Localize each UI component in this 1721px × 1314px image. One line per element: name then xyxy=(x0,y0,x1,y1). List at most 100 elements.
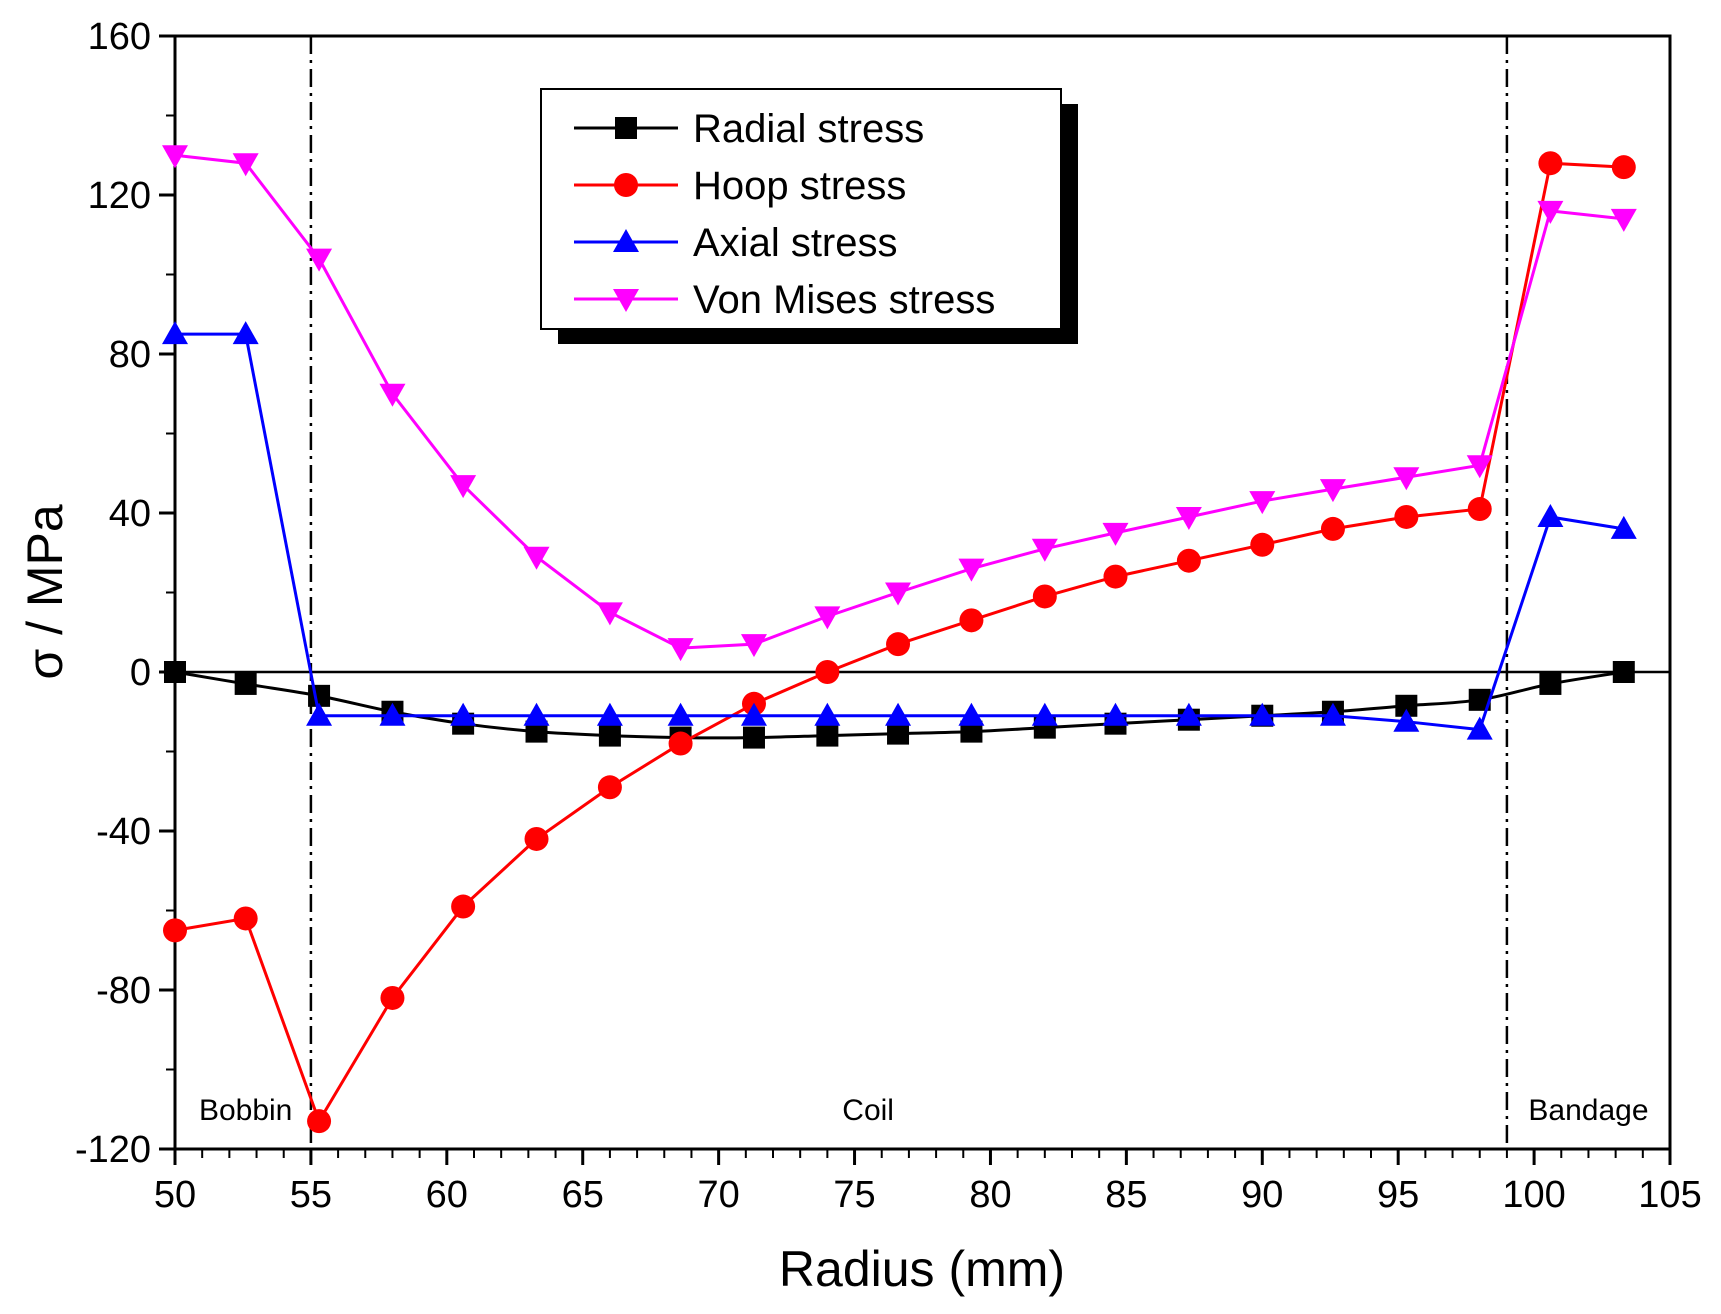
hoop-stress-point xyxy=(1320,516,1345,541)
axial-stress-point xyxy=(379,702,406,726)
hoop-stress-point xyxy=(1611,155,1636,180)
y-axis-title: σ / MPa xyxy=(17,504,73,680)
axial-stress-point xyxy=(596,702,623,726)
legend-entry-hoop-stress: Hoop stress xyxy=(574,164,906,208)
x-tick-label: 100 xyxy=(1502,1174,1565,1216)
hoop-stress-point xyxy=(233,906,258,931)
hoop-stress-point xyxy=(597,775,622,800)
von-mises-stress-point xyxy=(1393,467,1420,491)
x-tick-label: 55 xyxy=(290,1174,332,1216)
von-mises-stress-point xyxy=(814,606,841,630)
y-tick-label: 80 xyxy=(109,334,151,376)
region-label: Coil xyxy=(842,1094,894,1127)
x-axis-title: Radius (mm) xyxy=(779,1241,1065,1297)
hoop-stress-point xyxy=(815,660,840,684)
radial-stress-point xyxy=(598,724,621,747)
radial-stress-point xyxy=(1395,694,1418,717)
radial-stress-point xyxy=(742,726,765,749)
von-mises-stress-point xyxy=(450,475,477,499)
legend-entry-von-mises-stress: Von Mises stress xyxy=(574,278,995,322)
radial-stress-point xyxy=(234,672,257,695)
von-mises-stress-point xyxy=(667,638,694,662)
axial-stress-point xyxy=(1319,702,1346,726)
axial-stress-point xyxy=(1102,702,1129,726)
x-tick-label: 50 xyxy=(154,1174,196,1216)
radial-stress-point xyxy=(960,720,983,743)
von-mises-stress-point xyxy=(1249,491,1276,515)
radial-stress-point xyxy=(1468,688,1491,711)
x-tick-label: 80 xyxy=(969,1174,1011,1216)
series-axial-stress xyxy=(162,321,1637,740)
von-mises-stress-point xyxy=(1175,506,1202,530)
axial-stress-point xyxy=(667,702,694,726)
legend: Radial stress Hoop stress Axial stress Von … xyxy=(540,88,1078,344)
x-tick-label: 75 xyxy=(833,1174,875,1216)
von-mises-stress-point xyxy=(523,546,550,570)
von-mises-stress-point xyxy=(740,634,767,658)
hoop-stress-point xyxy=(524,826,549,851)
hoop-stress-point xyxy=(380,985,405,1010)
region-label: Bandage xyxy=(1528,1094,1648,1127)
series-von-mises-stress xyxy=(162,145,1637,662)
von-mises-stress-point xyxy=(232,153,259,177)
radial-stress-point xyxy=(1539,672,1562,695)
hoop-stress-point xyxy=(163,918,187,943)
x-tick-label: 85 xyxy=(1105,1174,1147,1216)
x-tick-label: 95 xyxy=(1377,1174,1419,1216)
axial-stress-point xyxy=(450,702,477,726)
y-tick-label: 120 xyxy=(88,175,151,217)
von-mises-stress-point xyxy=(162,145,188,169)
hoop-stress-point xyxy=(451,894,476,919)
x-tick-label: 60 xyxy=(426,1174,468,1216)
y-tick-label: 0 xyxy=(130,652,151,694)
radial-stress-point xyxy=(1612,661,1635,683)
x-tick-label: 70 xyxy=(697,1174,739,1216)
von-mises-stress-point xyxy=(1537,200,1564,224)
axial-stress-point xyxy=(306,702,333,726)
y-tick-label: 40 xyxy=(109,493,151,535)
axial-stress-point xyxy=(1466,716,1493,740)
hoop-stress-point xyxy=(886,632,911,657)
axial-stress-point xyxy=(814,702,841,726)
von-mises-stress-point xyxy=(596,602,623,626)
legend-swatch-marker xyxy=(613,229,639,252)
axial-stress-point xyxy=(958,702,985,726)
hoop-stress-point xyxy=(307,1109,332,1134)
hoop-stress-point xyxy=(959,608,984,633)
axial-stress-point xyxy=(1175,702,1202,726)
legend-label: Radial stress xyxy=(693,107,924,151)
x-tick-label: 105 xyxy=(1638,1174,1701,1216)
von-mises-stress-point xyxy=(958,558,985,582)
axial-stress-point xyxy=(1031,702,1058,726)
legend-entry-radial-stress: Radial stress xyxy=(574,107,924,151)
hoop-stress-point xyxy=(1394,504,1419,529)
axial-stress-point xyxy=(1393,708,1420,732)
von-mises-stress-point xyxy=(885,582,912,606)
series-radial-stress xyxy=(164,661,1635,749)
hoop-stress-point xyxy=(1176,548,1201,573)
legend-entry-axial-stress: Axial stress xyxy=(574,221,898,265)
axial-stress-point xyxy=(162,321,188,345)
radial-stress-point xyxy=(816,724,839,747)
legend-swatch-marker xyxy=(613,289,639,312)
hoop-stress-point xyxy=(668,731,693,756)
y-tick-label: -120 xyxy=(75,1129,151,1171)
axial-stress-point xyxy=(1610,515,1637,539)
x-tick-label: 90 xyxy=(1241,1174,1283,1216)
hoop-stress-point xyxy=(1467,497,1492,522)
legend-label: Von Mises stress xyxy=(693,278,995,322)
radial-stress-point xyxy=(525,720,548,743)
legend-label: Axial stress xyxy=(693,221,898,265)
axial-stress-point xyxy=(885,702,912,726)
axial-stress-point xyxy=(740,702,767,726)
series-hoop-stress xyxy=(163,151,1636,1134)
axial-stress-point xyxy=(523,702,550,726)
hoop-stress-point xyxy=(1250,532,1275,557)
y-tick-label: -80 xyxy=(96,970,151,1012)
hoop-stress-point xyxy=(1032,584,1057,609)
radial-stress-point xyxy=(887,722,910,745)
hoop-stress-point xyxy=(1538,151,1563,176)
y-tick-label: 160 xyxy=(88,16,151,58)
x-tick-label: 65 xyxy=(562,1174,604,1216)
